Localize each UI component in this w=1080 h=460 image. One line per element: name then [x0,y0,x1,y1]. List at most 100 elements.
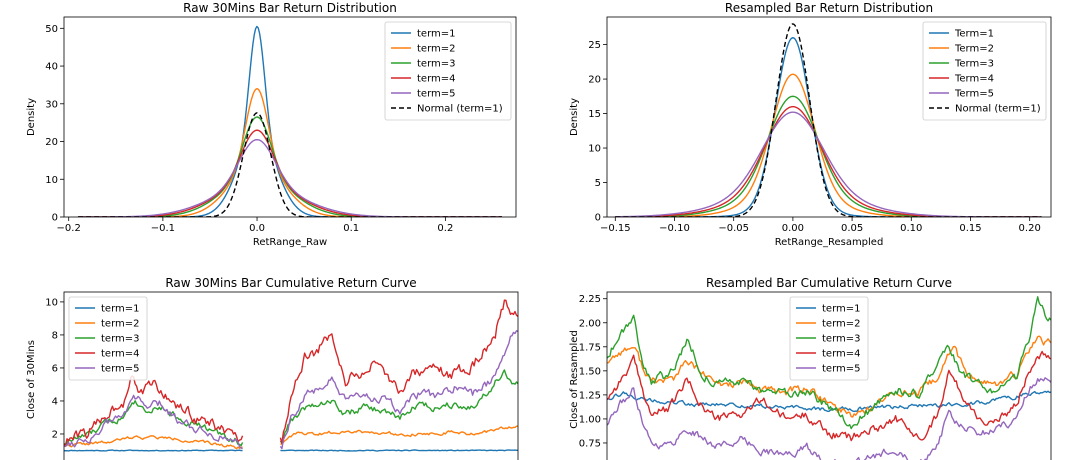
x-tick-label: 0.0 [249,223,265,234]
series-line-4 [615,105,1042,217]
plot-frame [606,291,1052,460]
series-line-6 [78,112,502,217]
legend-label-2: term=2 [417,44,456,55]
y-tick-label: 50 [45,24,58,35]
y-tick-label: 40 [45,62,58,73]
plot-frame [63,291,519,460]
series-line-4 [78,129,502,217]
x-tick-label: −0.05 [718,223,749,234]
y-tick-label: 1.00 [579,414,601,425]
legend-label-3: term=3 [417,59,456,70]
x-tick-label: −0.10 [659,223,690,234]
y-axis-label: Close of Resampled [569,330,580,429]
series-line-5 [78,138,502,217]
x-tick-label: −0.2 [57,223,81,234]
chart-title: Resampled Bar Return Distribution [725,1,933,15]
legend-label-3: term=3 [101,334,140,345]
y-axis-label: Density [26,98,37,136]
legend-label-1: term=1 [417,29,456,40]
y-tick-label: 6 [52,363,58,374]
series-line-5 [607,377,1051,460]
legend-label-5: term=5 [822,364,861,375]
x-tick-label: 0.2 [437,223,453,234]
series-line-1 [64,449,518,452]
y-tick-label: 2 [52,429,58,440]
plot-frame [63,16,517,218]
series-line-6 [615,23,1042,217]
chart-p3: Raw 30Mins Bar Cumulative Return Curve 2 4… [26,276,519,460]
legend-label-4: Term=4 [954,74,994,85]
legend: Term=1 Term=2 Term=3 Term=4 Term=5 Normal (te… [922,21,1047,121]
legend-label-1: Term=1 [954,29,994,40]
chart-title: Raw 30Mins Bar Cumulative Return Curve [165,276,416,290]
x-axis-label: RetRange_Resampled [775,237,884,248]
series-line-4 [607,350,1051,442]
series-line-1 [607,390,1051,413]
series-line-1 [78,25,502,217]
legend: term=1 term=2 term=3 term=4 term=5 Normal (te… [384,21,512,121]
plot-frame [606,16,1052,218]
series-line-5 [64,330,518,450]
y-tick-label: 8 [52,330,58,341]
x-tick-label: −0.15 [600,223,631,234]
y-tick-label: 4 [52,396,58,407]
y-tick-label: 5 [595,178,601,189]
legend-box [384,21,512,121]
legend-label-3: term=3 [822,334,861,345]
y-tick-label: 20 [45,137,58,148]
series-line-2 [64,425,518,450]
legend-label-4: term=4 [417,74,456,85]
legend-box [68,296,148,381]
x-tick-label: 0.15 [959,223,981,234]
series-line-3 [78,116,502,217]
y-tick-label: 10 [588,144,601,155]
y-tick-label: 2.00 [579,318,601,329]
y-tick-label: 0.75 [579,438,601,449]
chart-p4: Resampled Bar Cumulative Return Curve 0.7… [569,276,1052,460]
legend-box [789,296,869,381]
legend-label-2: term=2 [101,319,140,330]
series-line-3 [64,369,518,447]
series-line-3 [607,296,1051,430]
legend: term=1 term=2 term=3 term=4 term=5 [68,296,148,381]
y-tick-label: 20 [588,75,601,86]
x-tick-label: 0.05 [841,223,863,234]
series-group [64,299,518,452]
y-tick-label: 1.25 [579,390,601,401]
legend-label-6: Normal (term=1) [417,104,503,115]
y-tick-label: 10 [45,175,58,186]
legend-label-2: term=2 [822,319,861,330]
y-tick-label: 2.25 [579,294,601,305]
chart-title: Resampled Bar Cumulative Return Curve [706,276,952,290]
legend-label-5: term=5 [101,364,140,375]
chart-p1: Raw 30Mins Bar Return Distribution 0 10 20 3… [26,1,517,248]
legend-label-4: term=4 [101,349,140,360]
legend-label-1: term=1 [822,304,861,315]
series-line-2 [615,73,1042,217]
series-line-4 [64,299,518,447]
y-axis-label: Close of 30Mins [26,340,37,419]
y-tick-label: 25 [588,40,601,51]
legend-box [922,21,1047,121]
y-tick-label: 1.75 [579,342,601,353]
y-tick-label: 0 [595,213,601,224]
y-tick-label: 0 [52,213,58,224]
x-tick-label: −0.1 [151,223,175,234]
x-axis-label: RetRange_Raw [253,237,327,248]
x-tick-label: 0.10 [900,223,922,234]
chart-title: Raw 30Mins Bar Return Distribution [183,1,397,15]
legend-label-5: Term=5 [954,89,994,100]
y-axis-label: Density [569,98,580,136]
legend-label-2: Term=2 [954,44,994,55]
legend-label-4: term=4 [822,349,861,360]
y-tick-label: 15 [588,109,601,120]
x-tick-label: 0.00 [782,223,804,234]
y-tick-label: 10 [45,297,58,308]
legend-label-6: Normal (term=1) [955,104,1041,115]
y-tick-label: 1.50 [579,366,601,377]
x-tick-label: 0.1 [343,223,359,234]
legend-label-5: term=5 [417,89,456,100]
y-tick-label: 30 [45,99,58,110]
chart-p2: Resampled Bar Return Distribution 0 5 10 15 2… [569,1,1052,248]
